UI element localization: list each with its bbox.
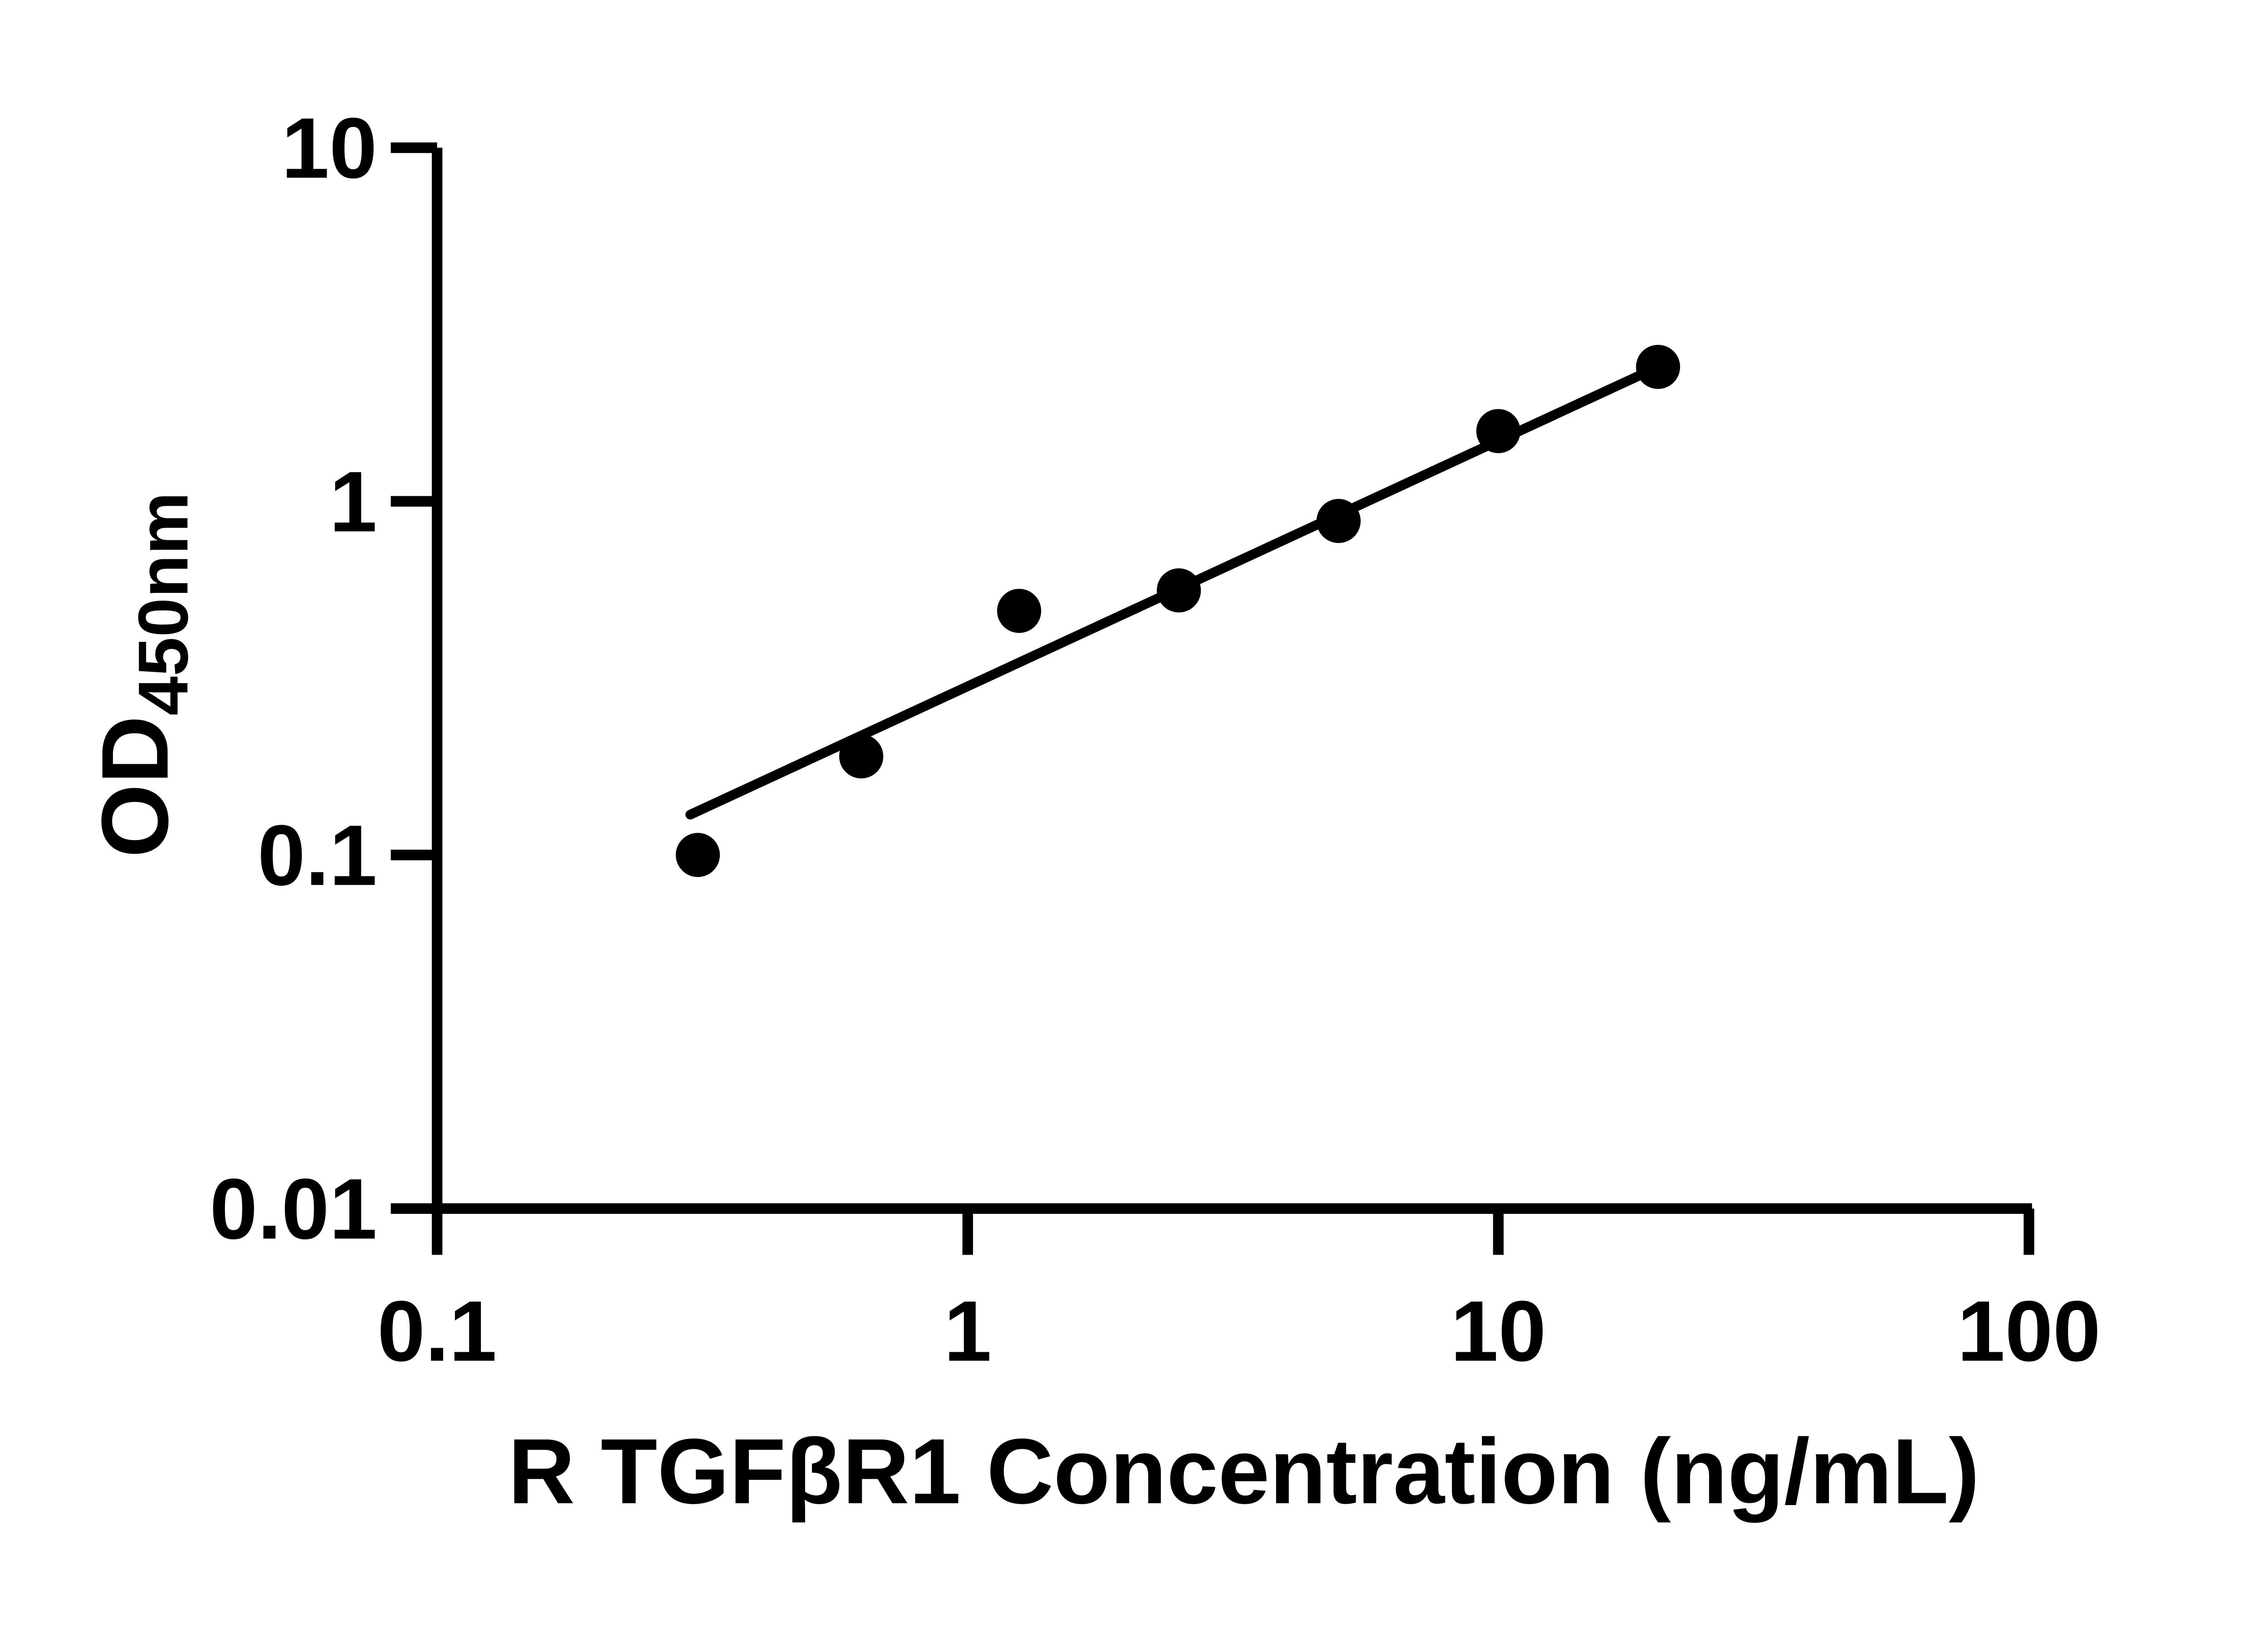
x-tick-label: 1 (944, 1283, 992, 1379)
data-point (1316, 499, 1361, 543)
data-point (1636, 345, 1680, 389)
y-axis-title-subscript: 450nm (123, 492, 202, 715)
data-point (839, 734, 884, 779)
y-tick-label: 10 (281, 100, 377, 196)
y-axis-title-main: OD (83, 715, 188, 858)
x-tick-label: 10 (1451, 1283, 1546, 1379)
data-point (1157, 568, 1201, 613)
x-tick-label: 0.1 (377, 1283, 497, 1379)
data-point (675, 833, 720, 877)
y-tick-label: 0.1 (258, 807, 377, 904)
x-tick-label: 100 (1957, 1283, 2101, 1379)
y-tick-label: 1 (329, 454, 377, 550)
y-tick-label: 0.01 (210, 1161, 377, 1257)
x-axis-title: R TGFβR1 Concentration (ng/mL) (508, 1420, 1980, 1523)
data-point (1476, 409, 1520, 453)
data-point (997, 589, 1041, 633)
elisa-standard-curve-figure: 10 1 0.1 0.01 0.1 1 10 100 R TGFβR1 Concentrati… (82, 100, 2101, 1523)
y-axis-title: OD450nm (83, 492, 203, 858)
